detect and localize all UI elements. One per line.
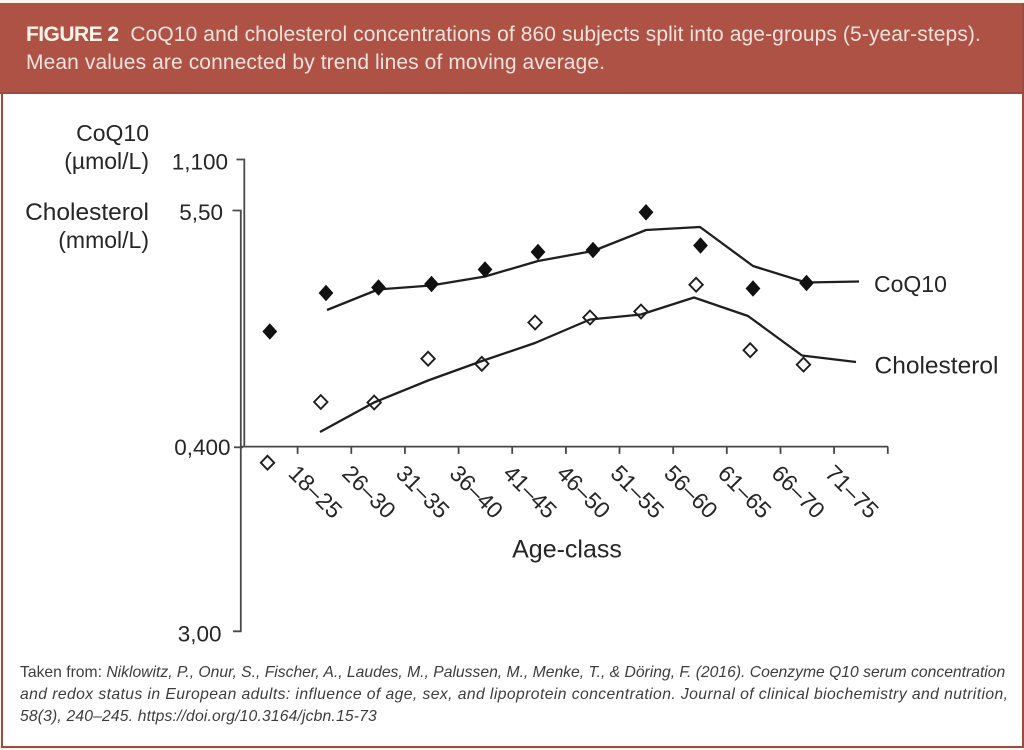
svg-text:Cholesterol: Cholesterol (875, 353, 999, 380)
svg-text:Age-class: Age-class (512, 536, 622, 564)
svg-text:46–50: 46–50 (552, 460, 616, 524)
svg-text:71–75: 71–75 (820, 460, 884, 524)
svg-text:0,400: 0,400 (174, 435, 230, 460)
svg-text:66–70: 66–70 (767, 460, 831, 524)
svg-text:(µmol/L): (µmol/L) (64, 148, 149, 174)
svg-text:18–25: 18–25 (284, 460, 348, 524)
svg-text:5,50: 5,50 (179, 200, 223, 225)
svg-text:51–55: 51–55 (606, 460, 670, 524)
svg-text:(mmol/L): (mmol/L) (58, 227, 149, 253)
svg-text:31–35: 31–35 (391, 460, 455, 524)
svg-text:CoQ10: CoQ10 (76, 120, 149, 146)
svg-text:41–45: 41–45 (498, 460, 562, 524)
svg-text:26–30: 26–30 (337, 460, 401, 524)
svg-text:1,100: 1,100 (172, 149, 228, 174)
svg-text:Cholesterol: Cholesterol (25, 199, 149, 226)
svg-text:56–60: 56–60 (659, 460, 723, 524)
svg-text:CoQ10: CoQ10 (874, 271, 947, 297)
svg-text:36–40: 36–40 (445, 460, 509, 524)
svg-text:61–65: 61–65 (713, 460, 777, 524)
svg-text:3,00: 3,00 (178, 622, 222, 647)
